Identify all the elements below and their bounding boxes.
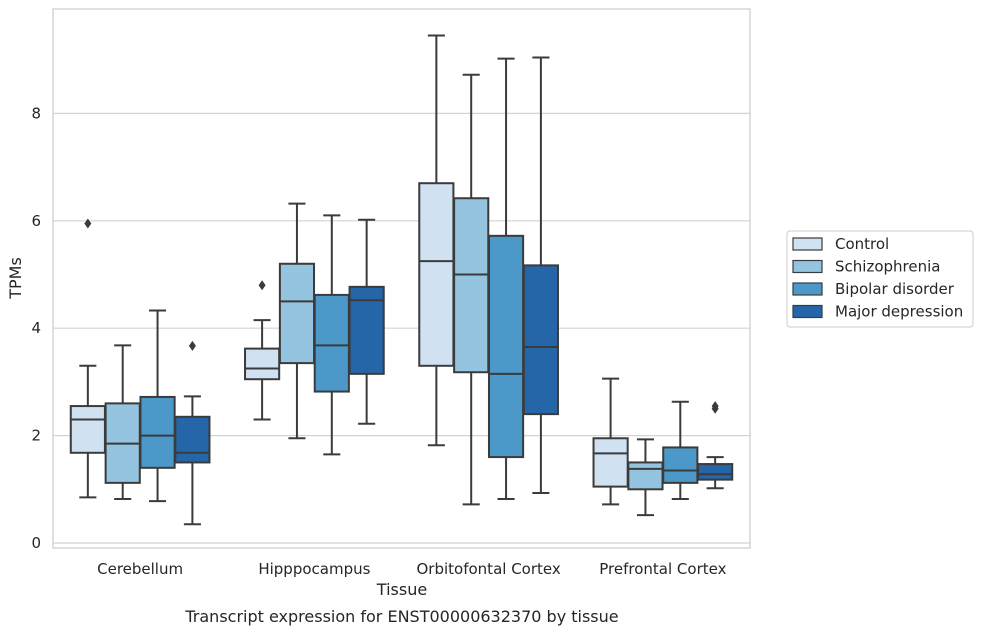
x-axis-ticks: Cerebellum Hipppocampus Orbitofontal Corte… <box>97 560 726 578</box>
y-tick-label: 8 <box>31 104 41 122</box>
legend-frame <box>786 230 974 328</box>
legend-label: Bipolar disorder <box>835 280 955 298</box>
legend-swatch <box>792 282 823 296</box>
outlier-point <box>258 280 266 291</box>
box-body <box>522 264 559 416</box>
box-body <box>662 446 699 484</box>
y-tick-label: 6 <box>31 212 41 230</box>
box-body <box>592 437 629 488</box>
y-tick-label: 4 <box>31 319 41 337</box>
box-body <box>244 347 281 381</box>
box-schizophrenia <box>104 344 141 500</box>
box-major-depression <box>348 218 385 425</box>
legend-swatch <box>792 259 823 274</box>
box-schizophrenia <box>453 73 490 506</box>
x-tick-label: Hipppocampus <box>258 560 370 578</box>
box-control <box>244 280 281 421</box>
box-body <box>348 285 385 375</box>
x-tick-label: Prefrontal Cortex <box>599 560 726 578</box>
x-tick-label: Cerebellum <box>97 560 183 578</box>
box-body <box>69 405 106 454</box>
box-major-depression <box>522 56 559 495</box>
box-body <box>278 262 316 365</box>
outlier-point <box>711 401 719 412</box>
box-major-depression <box>174 340 211 526</box>
y-tick-label: 2 <box>31 427 41 445</box>
box-body <box>453 197 490 374</box>
box-body <box>313 293 350 393</box>
box-body <box>627 461 664 491</box>
outlier-point <box>188 340 196 351</box>
box-body <box>418 182 455 367</box>
box-body <box>697 463 734 481</box>
legend-label: Schizophrenia <box>835 258 940 276</box>
x-axis-label: Tissue <box>376 580 427 599</box>
legend-label: Control <box>835 235 889 253</box>
chart-caption: Transcript expression for ENST0000063237… <box>184 607 618 626</box>
box-body <box>487 234 525 459</box>
y-axis-label: TPMs <box>6 257 25 300</box>
box-major-depression <box>697 401 734 490</box>
box-bipolar-disorder <box>487 57 525 500</box>
boxes <box>69 34 734 526</box>
legend: Control Schizophrenia Bipolar disorder Majo… <box>786 230 974 328</box>
box-bipolar-disorder <box>139 309 176 503</box>
box-control <box>69 218 106 499</box>
box-body <box>139 395 176 469</box>
legend-label: Major depression <box>835 303 963 321</box>
outlier-point <box>84 218 92 229</box>
box-body <box>174 415 211 464</box>
y-tick-label: 0 <box>31 534 41 552</box>
x-tick-label: Orbitofontal Cortex <box>417 560 561 578</box>
box-schizophrenia <box>278 202 316 440</box>
box-control <box>418 34 455 447</box>
y-axis-ticks: 0 2 4 6 8 <box>31 104 41 552</box>
legend-swatch <box>792 304 823 319</box>
legend-swatch <box>792 237 823 251</box>
box-schizophrenia <box>627 438 664 517</box>
